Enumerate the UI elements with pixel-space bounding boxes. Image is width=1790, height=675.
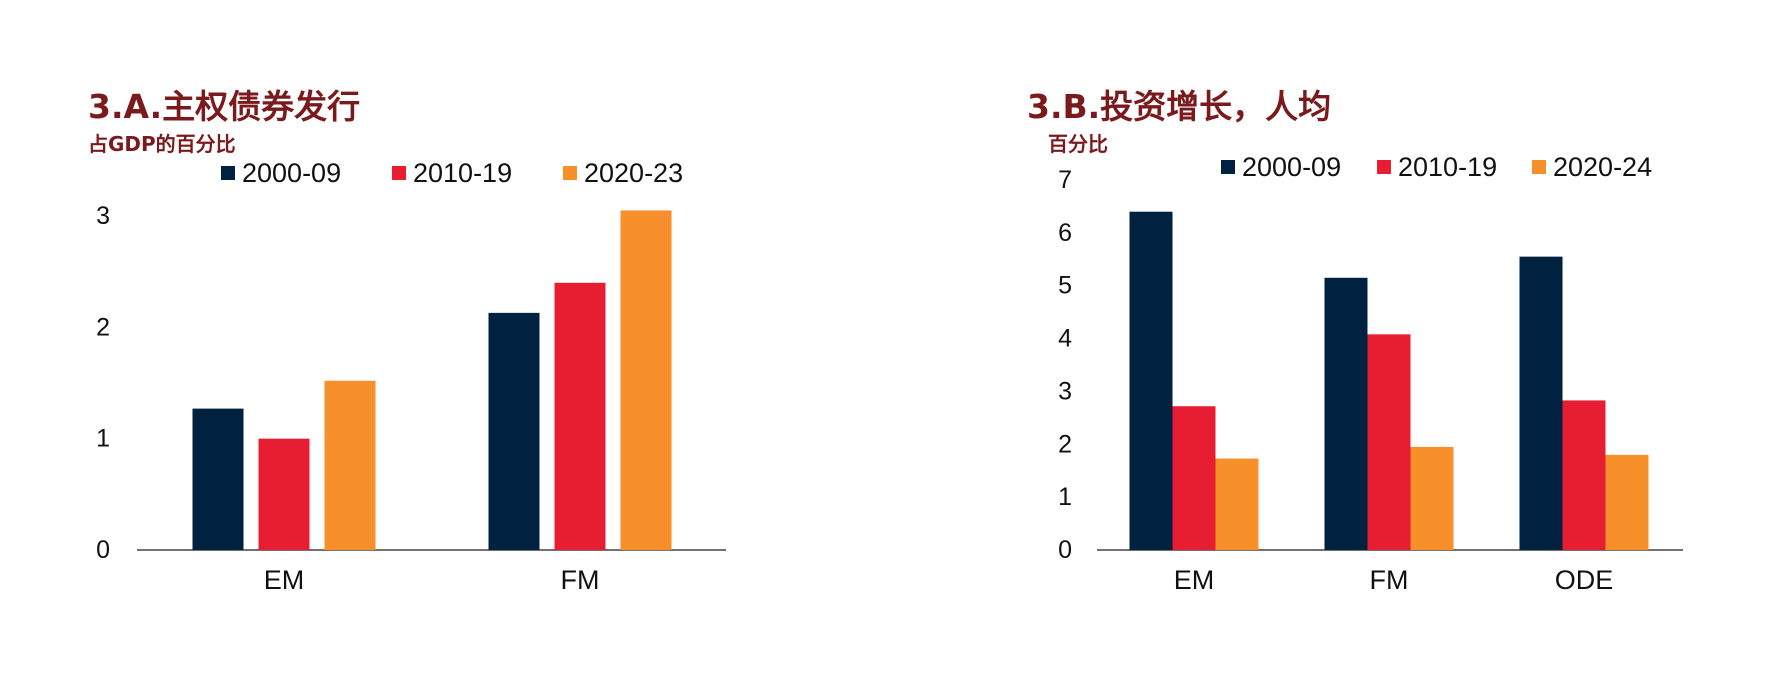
bar-2010-19-EM [258,438,310,550]
y-tick-label: 1 [1058,483,1072,511]
y-tick-label: 3 [96,202,110,230]
y-tick-label: 1 [96,425,110,453]
legend-swatch [392,166,406,180]
panel-a-unit: 占GDP的百分比 [88,132,236,156]
legend-label: 2010-19 [1398,152,1497,182]
y-tick-label: 2 [1058,430,1072,458]
bar-2000-09-ODE [1519,256,1563,550]
bar-2020-23-EM [324,380,376,550]
bar-2020-24-EM [1215,458,1259,550]
x-tick-label: EM [1174,565,1215,595]
bar-2000-09-FM [1324,277,1368,550]
bar-2020-24-FM [1410,446,1454,550]
x-tick-label: ODE [1555,565,1614,595]
bar-2010-19-EM [1172,406,1216,550]
y-tick-label: 4 [1058,325,1072,353]
legend-swatch [1532,160,1546,174]
panel-b-title: 3.B.投资增长，人均 [1027,87,1332,126]
x-tick-label: FM [1370,565,1409,595]
bar-2020-23-FM [620,210,672,550]
bar-2010-19-ODE [1562,400,1606,550]
x-tick-label: EM [264,565,305,595]
panel-a: 3.A.主权债券发行 占GDP的百分比 0 1 2 3 EM FM 2000-09 2010-… [88,87,726,595]
legend-label: 2020-23 [584,158,683,188]
bar-2000-09-EM [1129,211,1173,550]
legend-swatch [563,166,577,180]
legend-label: 2000-09 [242,158,341,188]
legend-label: 2020-24 [1553,152,1652,182]
y-tick-label: 3 [1058,377,1072,405]
legend-label: 2000-09 [1242,152,1341,182]
panel-b-unit: 百分比 [1048,132,1108,156]
y-tick-label: 5 [1058,272,1072,300]
y-tick-label: 2 [96,313,110,341]
panel-a-title: 3.A.主权债券发行 [88,87,361,126]
y-tick-label: 7 [1058,166,1072,194]
legend-swatch [1377,160,1391,174]
legend-label: 2010-19 [413,158,512,188]
legend-swatch [1221,160,1235,174]
y-tick-label: 6 [1058,219,1072,247]
bar-2010-19-FM [554,282,606,550]
bar-2000-09-FM [488,312,540,550]
bar-2010-19-FM [1367,334,1411,550]
y-tick-label: 0 [1058,536,1072,564]
legend-swatch [221,166,235,180]
x-tick-label: FM [561,565,600,595]
bar-2000-09-EM [192,408,244,550]
y-tick-label: 0 [96,536,110,564]
bar-2020-24-ODE [1605,454,1649,550]
panel-a-chart: 0 1 2 3 EM FM 2000-09 2010-19 2020-23 [96,158,726,595]
